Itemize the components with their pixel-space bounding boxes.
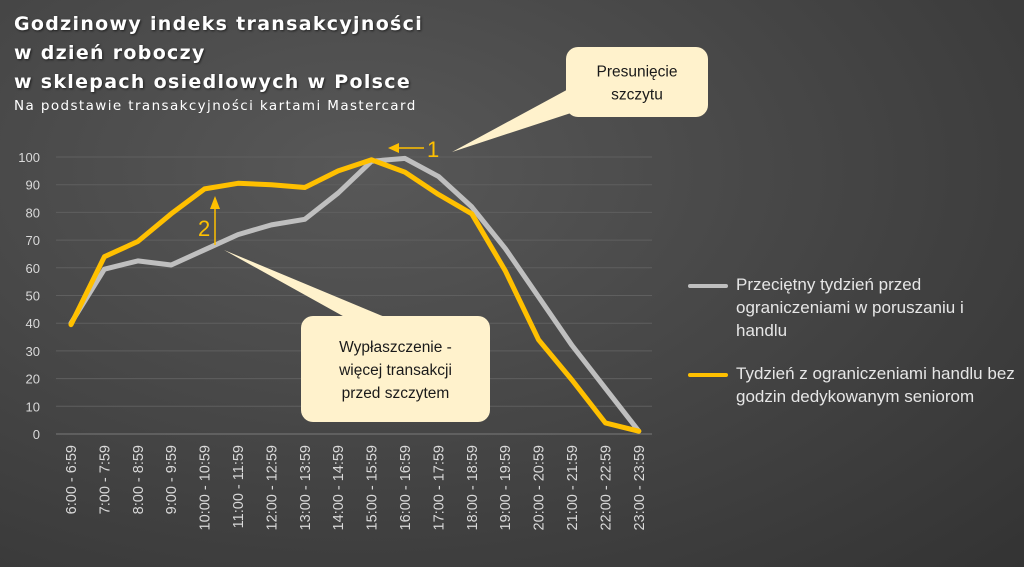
chart-subtitle: Na podstawie transakcyjności kartami Mas… (14, 98, 417, 114)
legend-swatch-yellow (688, 373, 728, 377)
legend-item-restrictions-week: Tydzień z ograniczeniami handlu bez godz… (688, 362, 1018, 408)
y-tick-label: 20 (26, 372, 40, 387)
y-tick-label: 100 (18, 150, 40, 165)
chart-title-block: Godzinowy indeks transakcyjności w dzień… (14, 10, 423, 114)
x-tick-label: 7:00 - 7:59 (97, 445, 113, 514)
y-tick-label: 60 (26, 261, 40, 276)
x-tick-label: 6:00 - 6:59 (64, 445, 80, 514)
y-tick-label: 30 (26, 344, 40, 359)
legend-item-average-week: Przeciętny tydzień przed ograniczeniami … (688, 273, 1018, 342)
y-tick-label: 80 (26, 205, 40, 220)
x-tick-label: 22:00 - 22:59 (598, 445, 614, 530)
callout-peak-shift-box (566, 47, 708, 117)
callout-flattening-text: Wypłaszczenie -więcej transakcji przed sz… (338, 339, 452, 402)
x-tick-label: 14:00 - 14:59 (331, 445, 347, 530)
x-tick-label: 11:00 - 11:59 (231, 445, 247, 528)
y-tick-label: 10 (26, 399, 40, 414)
x-tick-label: 12:00 - 12:59 (264, 445, 280, 530)
x-tick-label: 17:00 - 17:59 (431, 445, 447, 530)
annotation-arrow-head-2 (210, 196, 220, 209)
chart-title-line-1: Godzinowy indeks transakcyjności (14, 13, 424, 35)
callout-peak-shift-text: Presunięcie szczytu (597, 64, 678, 104)
callout-peak-shift-pointer (452, 86, 574, 152)
x-tick-label: 19:00 - 19:59 (498, 445, 514, 530)
x-tick-label: 23:00 - 23:59 (632, 445, 648, 530)
x-tick-label: 8:00 - 8:59 (131, 445, 147, 514)
x-tick-label: 13:00 - 13:59 (298, 445, 314, 530)
callout-flattening-pointer (224, 250, 392, 320)
y-tick-label: 70 (26, 233, 40, 248)
chart-title-line-2: w dzień roboczy (14, 42, 206, 64)
legend-swatch-gray (688, 284, 728, 288)
series-line-restrictions-week (68, 157, 642, 434)
y-tick-label: 90 (26, 178, 40, 193)
x-tick-label: 15:00 - 15:59 (365, 445, 381, 530)
x-tick-label: 20:00 - 20:59 (532, 445, 548, 530)
annotation-label-1: 1 (427, 137, 439, 162)
y-tick-label: 0 (33, 427, 40, 442)
callout-flattening-box (301, 316, 490, 422)
y-tick-label: 50 (26, 289, 40, 304)
x-tick-label: 21:00 - 21:59 (565, 445, 581, 530)
y-tick-label: 40 (26, 316, 40, 331)
chart-title-line-3: w sklepach osiedlowych w Polsce (14, 71, 412, 93)
legend-label-average-week: Przeciętny tydzień przed ograniczeniami … (736, 275, 964, 340)
annotation-label-2: 2 (198, 216, 210, 241)
x-tick-label: 16:00 - 16:59 (398, 445, 414, 530)
legend-label-restrictions-week: Tydzień z ograniczeniami handlu bez godz… (736, 364, 1015, 406)
x-tick-label: 9:00 - 9:59 (164, 445, 180, 514)
annotation-arrow-head-1 (388, 143, 399, 153)
x-tick-label: 10:00 - 10:59 (198, 445, 214, 530)
x-tick-label: 18:00 - 18:59 (465, 445, 481, 530)
series-line-average-week (68, 155, 642, 434)
